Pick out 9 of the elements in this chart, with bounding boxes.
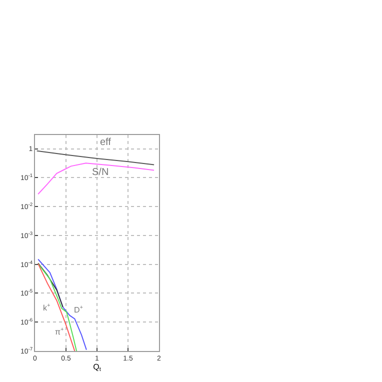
line-series [38, 258, 87, 350]
annotation: D$^{+}$ [74, 305, 84, 314]
line-series [38, 162, 155, 195]
annotation: S/N [92, 167, 109, 178]
annotation: eff [100, 137, 112, 148]
annotation: k$^{+}$ [43, 303, 50, 312]
x-axis-title: Q$_{t}$ [93, 362, 102, 374]
annotation: π$^{+}$ [55, 327, 64, 336]
line-series [36, 150, 155, 166]
